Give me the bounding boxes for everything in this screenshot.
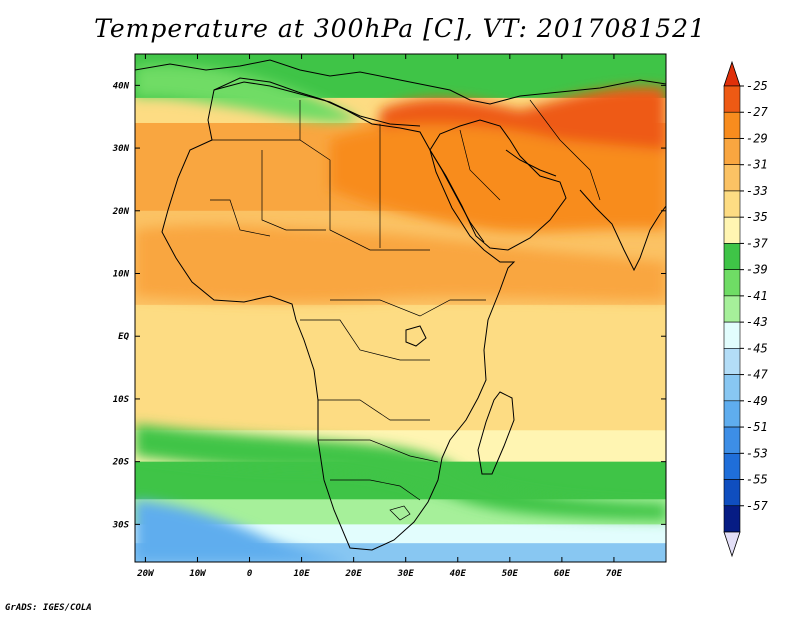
lake-victoria — [405, 325, 427, 347]
colorbar-bin-4 — [723, 190, 741, 218]
lon-tick-label-6: 40E — [450, 569, 467, 579]
colorbar-label-11: -47 — [746, 368, 768, 382]
colorbar-label-14: -53 — [746, 446, 768, 460]
lon-tick-label-9: 70E — [606, 569, 623, 579]
colorbar-label-4: -33 — [746, 184, 768, 198]
lat-tick-label-7: 30S — [112, 520, 130, 530]
colorbar-bin-16 — [723, 505, 741, 533]
map-frame — [134, 53, 667, 563]
lon-tick-label-1: 10W — [189, 569, 207, 579]
temperature-band-4 — [135, 304, 666, 432]
colorbar-label-5: -35 — [746, 210, 768, 224]
colorbar: -25 -27 -29 -31 -33 -35 -37 -39 -41 -43 -45 -47 -49 -… — [723, 60, 768, 558]
colorbar-bin-7 — [723, 269, 741, 297]
colorbar-label-16: -57 — [746, 499, 768, 513]
colorbar-bin-6 — [723, 243, 741, 270]
lat-tick-label-6: 20S — [112, 458, 130, 468]
border-12 — [529, 99, 601, 201]
border-13 — [389, 505, 411, 521]
colorbar-label-7: -39 — [746, 263, 768, 277]
border-6 — [330, 299, 486, 317]
lon-tick-label-7: 50E — [502, 569, 519, 579]
colorbar-bin-11 — [723, 374, 741, 402]
border-8 — [318, 399, 430, 421]
cold-south-atlantic — [135, 500, 350, 562]
lon-tick-label-5: 30E — [397, 569, 415, 579]
colorbar-label-15: -55 — [746, 473, 768, 487]
colorbar-label-10: -45 — [746, 341, 768, 355]
border-2 — [261, 150, 326, 231]
border-9 — [318, 439, 439, 463]
colorbar-label-8: -41 — [746, 289, 768, 303]
colorbar-bin-1 — [723, 111, 741, 139]
colorbar-bin-3 — [723, 164, 741, 192]
colorbar-bin-15 — [723, 479, 741, 507]
warm-sahel-band — [135, 225, 666, 302]
colorbar-bottom-arrow — [723, 531, 741, 558]
colorbar-bin-12 — [723, 400, 741, 428]
credit-text: GrADS: IGES/COLA — [5, 603, 92, 613]
colorbar-bin-10 — [723, 348, 741, 375]
map-title: Temperature at 300hPa [C], VT: 201708152… — [94, 14, 706, 43]
border-10 — [330, 479, 421, 501]
lon-tick-label-0: 20W — [136, 569, 155, 579]
lon-tick-label-2: 0 — [247, 569, 253, 579]
colorbar-bin-2 — [723, 138, 741, 166]
arabia-coastline — [429, 119, 567, 251]
colorbar-bin-14 — [723, 452, 741, 480]
temperature-field — [135, 54, 666, 562]
temperature-features — [135, 64, 666, 562]
africa-coastline — [161, 77, 516, 551]
border-7 — [300, 319, 430, 361]
colorbar-label-13: -51 — [746, 420, 768, 434]
colorbar-bin-5 — [723, 216, 741, 244]
colorbar-bin-13 — [723, 426, 741, 454]
colorbar-label-9: -43 — [746, 315, 768, 329]
lon-tick-label-3: 10E — [293, 569, 310, 579]
colorbar-label-6: -37 — [746, 236, 768, 250]
mediterranean-coastline — [213, 81, 421, 127]
colorbar-label-2: -29 — [746, 131, 768, 145]
country-borders — [210, 99, 601, 521]
border-5 — [210, 199, 271, 237]
lat-tick-label-1: 30N — [112, 144, 130, 154]
persian-gulf-coastline — [505, 149, 557, 177]
lat-tick-label-2: 20N — [112, 207, 130, 217]
red-sea-coastline — [429, 149, 485, 243]
colorbar-label-0: -25 — [746, 79, 768, 93]
lat-tick-label-4: EQ — [118, 332, 129, 342]
india-coastline — [579, 189, 666, 272]
colorbar-bin-0 — [723, 85, 741, 113]
lat-tick-label-5: 10S — [113, 395, 130, 405]
colorbar-label-12: -49 — [746, 394, 768, 408]
colorbar-label-3: -31 — [746, 158, 768, 172]
cool-north-africa-edge — [135, 64, 360, 123]
colorbar-label-1: -27 — [746, 105, 768, 119]
colorbar-bin-8 — [723, 295, 741, 323]
madagascar-coastline — [477, 391, 515, 475]
lon-tick-label-8: 60E — [554, 569, 571, 579]
lat-tick-label-0: 40N — [113, 81, 130, 91]
colorbar-top-arrow — [723, 60, 741, 87]
europe-coastline — [135, 59, 666, 105]
lat-tick-label-3: 10N — [113, 270, 130, 280]
border-1 — [212, 139, 430, 251]
coastlines — [135, 59, 666, 551]
warm-arabian-band — [330, 124, 666, 232]
lon-tick-label-4: 20E — [345, 569, 363, 579]
border-11 — [459, 129, 501, 201]
colorbar-bin-9 — [723, 321, 741, 349]
cool-southern-belt — [135, 424, 666, 520]
axis-ticks: 20W 10W 0 10E 20E 30E 40E 50E 60E 70E 40N 30N 20N 10N… — [112, 54, 666, 579]
